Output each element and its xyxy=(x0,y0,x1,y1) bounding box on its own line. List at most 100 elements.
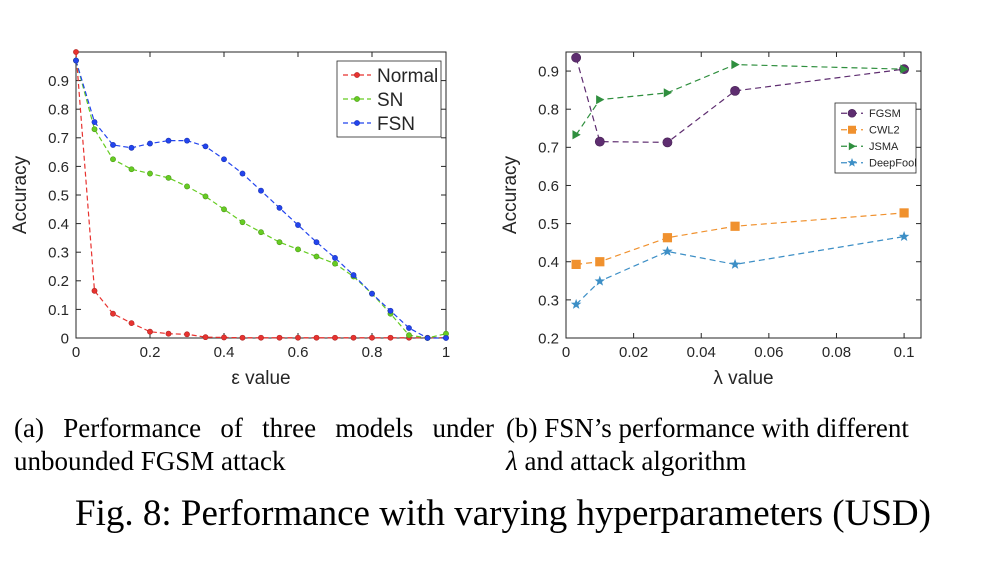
data-point xyxy=(276,239,283,246)
x-tick-label: 0.8 xyxy=(362,344,383,361)
data-point xyxy=(239,219,246,226)
x-axis-label: ε value xyxy=(231,368,290,389)
y-tick-label: 0 xyxy=(61,330,69,347)
y-tick-label: 0.3 xyxy=(538,292,559,309)
x-tick-label: 0.02 xyxy=(619,344,648,361)
series-deepfool xyxy=(570,231,910,309)
data-point xyxy=(594,275,606,286)
y-tick-label: 0.5 xyxy=(48,187,69,204)
data-point xyxy=(258,229,264,236)
legend-marker xyxy=(354,120,360,126)
data-point xyxy=(387,307,394,314)
data-point xyxy=(147,328,153,335)
data-point xyxy=(332,260,338,267)
figure-caption: Fig. 8: Performance with varying hyperpa… xyxy=(75,493,931,534)
x-tick-label: 0.2 xyxy=(140,344,161,361)
data-point xyxy=(332,334,338,341)
data-point xyxy=(369,334,375,341)
caption-a: (a) Performance of three models under un… xyxy=(14,413,494,476)
y-tick-label: 0.2 xyxy=(48,273,69,290)
data-point xyxy=(276,334,283,341)
data-point xyxy=(165,137,172,144)
chart-b: 0 0.02 0.04 0.06 0.08 0.1 0.2 0.3 0.4 0.5 0.6 0.7 0.… xyxy=(500,51,922,389)
x-tick-label: 1 xyxy=(442,344,450,361)
legend-label: Normal xyxy=(377,66,438,87)
x-tick-label: 0.06 xyxy=(754,344,783,361)
data-point xyxy=(570,298,582,309)
y-tick-label: 0.7 xyxy=(48,130,69,147)
caption-b-prefix: (b) FSN’s performance with different xyxy=(506,413,909,443)
data-point xyxy=(73,57,79,64)
data-point xyxy=(313,239,320,246)
x-tick-label: 0.08 xyxy=(822,344,851,361)
data-point xyxy=(662,137,673,148)
legend-marker xyxy=(848,125,856,134)
data-point xyxy=(184,137,190,144)
y-tick-label: 0.4 xyxy=(538,254,559,271)
y-tick-label: 0.7 xyxy=(538,140,559,157)
caption-b-lambda: λ xyxy=(506,446,518,476)
data-point xyxy=(313,253,320,260)
chart-a: 0 0.2 0.4 0.6 0.8 1 0 0.1 0.2 0.3 0.4 0.5 0.6 0.7 0.8 0… xyxy=(10,49,450,389)
caption-b-suffix: and attack algorithm xyxy=(517,446,747,476)
data-point xyxy=(900,64,909,74)
data-point xyxy=(239,170,246,177)
legend-item: DeepFool xyxy=(841,158,917,170)
data-point xyxy=(729,258,741,269)
legend-label: CWL2 xyxy=(869,125,900,137)
data-point xyxy=(91,126,98,133)
data-point xyxy=(662,233,673,243)
legend-label: SN xyxy=(377,90,403,111)
data-point xyxy=(128,144,135,151)
data-point xyxy=(258,334,264,341)
data-point xyxy=(110,142,116,148)
legend-label: DeepFool xyxy=(869,158,917,170)
data-point xyxy=(110,310,116,317)
data-point xyxy=(595,257,605,267)
data-point xyxy=(128,320,135,327)
series-cwl2 xyxy=(571,208,909,270)
data-point xyxy=(424,335,431,341)
data-point xyxy=(406,332,412,339)
data-point xyxy=(184,331,190,338)
data-point xyxy=(406,325,412,331)
data-point xyxy=(369,290,375,297)
x-tick-label: 0.6 xyxy=(288,344,309,361)
data-point xyxy=(730,85,740,96)
legend-item: SN xyxy=(343,90,403,111)
legend-label: FGSM xyxy=(869,108,901,120)
y-tick-label: 0.6 xyxy=(538,178,559,195)
plot-frame xyxy=(565,51,922,339)
caption-b: (b) FSN’s performance with different λ an… xyxy=(506,412,986,478)
data-point xyxy=(110,156,116,163)
data-point xyxy=(295,222,301,228)
data-point xyxy=(571,52,582,63)
legend-item: FSN xyxy=(343,114,415,135)
legend: Normal SN FSN xyxy=(336,60,442,138)
series-line xyxy=(75,51,446,339)
y-tick-label: 0.8 xyxy=(538,102,559,119)
legend: FGSM CWL2 JSMA DeepFool xyxy=(834,102,917,174)
data-point xyxy=(239,334,246,341)
y-tick-label: 0.1 xyxy=(48,302,69,319)
data-point xyxy=(165,174,172,181)
data-point xyxy=(147,170,153,177)
data-point xyxy=(571,259,581,270)
y-tick-label: 0.6 xyxy=(48,159,69,176)
legend-item: Normal xyxy=(343,66,438,87)
y-tick-label: 0.8 xyxy=(48,102,69,119)
data-point xyxy=(731,59,740,70)
y-tick-label: 0.9 xyxy=(48,73,69,90)
data-point xyxy=(202,193,209,200)
x-tick-label: 0.4 xyxy=(214,344,235,361)
data-point xyxy=(350,334,357,341)
y-tick-label: 0.3 xyxy=(48,245,69,262)
data-point xyxy=(221,334,227,341)
y-tick-label: 0.4 xyxy=(48,216,69,233)
data-point xyxy=(128,166,135,173)
data-point xyxy=(258,187,264,194)
y-tick-label: 0.5 xyxy=(538,216,559,233)
data-point xyxy=(221,206,227,213)
legend-item: CWL2 xyxy=(841,125,900,137)
